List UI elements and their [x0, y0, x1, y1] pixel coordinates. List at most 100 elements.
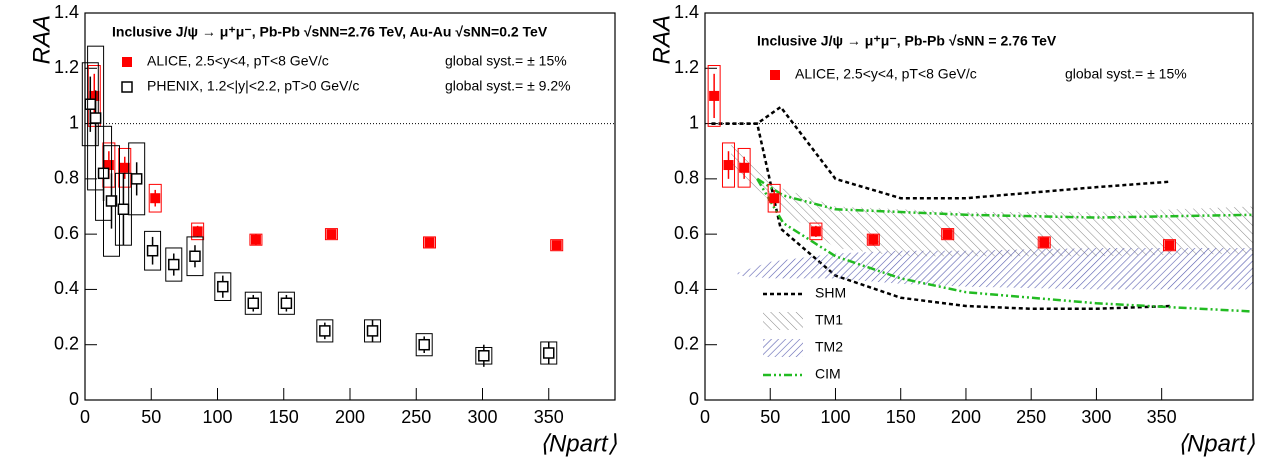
syst-box [214, 272, 232, 301]
x-tick-label: 350 [534, 407, 564, 427]
y-tick-label: 0.6 [54, 223, 79, 243]
point [192, 226, 203, 237]
syst-box [316, 319, 334, 343]
model-upper [756, 177, 1254, 219]
point [117, 203, 130, 216]
y-tick-label: 1 [69, 112, 79, 132]
syst-box [118, 147, 132, 188]
point [247, 297, 260, 309]
syst-box [767, 183, 781, 213]
x-tick-label: 100 [202, 407, 232, 427]
point [250, 234, 261, 245]
syst-box [144, 230, 162, 271]
y-tick-label: 1.4 [54, 2, 79, 22]
chart-title: Inclusive J/ψ → μ⁺μ⁻, Pb-Pb √sNN = 2.76 … [757, 33, 1057, 49]
x-tick-label: 100 [820, 407, 850, 427]
x-tick-label: 250 [1016, 407, 1046, 427]
point [319, 325, 331, 337]
syst-box [128, 142, 146, 216]
legend-label: ALICE, 2.5<y<4, pT<8 GeV/c [795, 66, 977, 82]
point [84, 98, 97, 110]
y-tick-label: 0.8 [54, 168, 79, 188]
legend-label: CIM [815, 366, 841, 382]
model-upper [711, 105, 1171, 200]
syst-box [721, 142, 735, 188]
legend-swatch [763, 312, 803, 330]
chart-title: Inclusive J/ψ → μ⁺μ⁻, Pb-Pb √sNN=2.76 Te… [112, 24, 548, 40]
point [543, 347, 555, 359]
model-band [731, 137, 1253, 257]
y-tick-label: 0.2 [674, 333, 699, 353]
legend-label: TM1 [815, 312, 843, 328]
y-tick-label: 0.8 [674, 168, 699, 188]
point [723, 160, 734, 171]
x-tick-label: 50 [141, 407, 161, 427]
point [105, 195, 118, 207]
y-tick-label: 0 [69, 389, 79, 409]
point [168, 258, 180, 271]
syst-box [423, 236, 436, 249]
legend-marker [122, 57, 132, 67]
point [280, 297, 293, 309]
syst-box [809, 222, 823, 241]
point [942, 229, 953, 240]
syst-box [1037, 236, 1051, 249]
x-tick-label: 150 [269, 407, 299, 427]
point [150, 193, 161, 204]
syst-box [707, 65, 721, 127]
legend-global-syst: global syst.= ± 15% [445, 53, 567, 69]
legend-label: PHENIX, 1.2<|y|<2.2, pT>0 GeV/c [147, 78, 359, 94]
y-tick-label: 1.4 [674, 2, 699, 22]
syst-box [1162, 239, 1176, 252]
legend-label: ALICE, 2.5<y<4, pT<8 GeV/c [147, 53, 329, 69]
y-tick-label: 0.4 [54, 278, 79, 298]
point [103, 160, 114, 171]
point [478, 350, 490, 362]
syst-box [148, 183, 162, 213]
legend-swatch [763, 339, 803, 357]
syst-box [87, 65, 101, 127]
point [217, 280, 229, 293]
syst-box [737, 147, 751, 188]
point [709, 90, 720, 101]
plot-frame [84, 12, 616, 401]
y-axis-label: RAA [28, 15, 55, 64]
y-tick-label: 0.6 [674, 223, 699, 243]
point [551, 240, 562, 251]
point [119, 162, 130, 173]
syst-box [415, 333, 433, 357]
x-tick-label: 50 [760, 407, 780, 427]
model-band [737, 247, 1253, 290]
syst-box [191, 222, 205, 241]
x-axis-label: ⟨Npart⟩ [540, 430, 618, 457]
x-tick-label: 200 [335, 407, 365, 427]
syst-box [103, 145, 120, 257]
syst-box [81, 62, 99, 147]
x-tick-label: 300 [467, 407, 497, 427]
y-tick-label: 1.2 [54, 57, 79, 77]
point [146, 244, 159, 257]
x-tick-label: 150 [886, 407, 916, 427]
plot-frame [704, 12, 1254, 401]
point [326, 229, 337, 240]
point [769, 193, 780, 204]
point [424, 237, 435, 248]
x-tick-label: 0 [80, 407, 90, 427]
point [1039, 237, 1050, 248]
legend-marker [121, 81, 133, 93]
x-tick-label: 350 [1147, 407, 1177, 427]
y-tick-label: 1 [689, 112, 699, 132]
legend-marker [770, 70, 780, 80]
y-tick-label: 0.2 [54, 333, 79, 353]
y-tick-label: 0 [689, 389, 699, 409]
model-lower [756, 178, 1254, 313]
syst-box [277, 291, 295, 315]
y-tick-label: 0.4 [674, 278, 699, 298]
syst-box [324, 228, 338, 241]
point [89, 112, 102, 124]
legend-global-syst: global syst.= ± 15% [1065, 66, 1187, 82]
point [366, 325, 379, 337]
legend-label: TM2 [815, 339, 843, 355]
point [89, 90, 100, 101]
